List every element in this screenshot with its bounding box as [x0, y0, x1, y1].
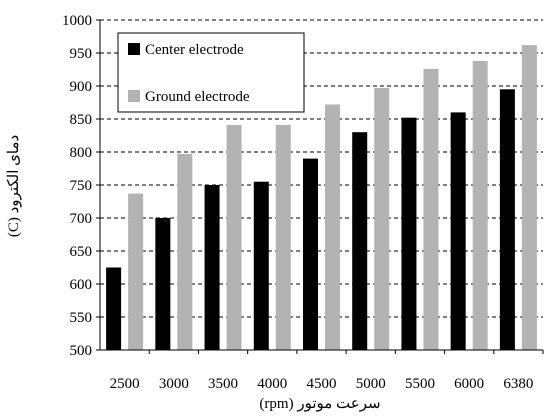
x-tick-label: 5000 [356, 376, 386, 392]
x-tick-label: 2500 [110, 376, 140, 392]
y-tick-label: 950 [70, 46, 93, 62]
bar-center-electrode [155, 218, 171, 350]
legend-box [117, 32, 305, 113]
x-tick-label: 5500 [405, 376, 435, 392]
bars [106, 45, 537, 351]
bar-ground-electrode [226, 124, 242, 350]
bar-center-electrode [450, 112, 466, 351]
x-tick-label: 4000 [257, 376, 287, 392]
legend-label-ground-electrode: Ground electrode [145, 89, 250, 105]
y-tick-label: 900 [70, 79, 93, 95]
y-axis-title: دمای الکترود (C) [6, 135, 22, 237]
bar-ground-electrode [325, 104, 340, 350]
y-tick-label: 1000 [62, 13, 92, 29]
bar-center-electrode [204, 185, 220, 350]
x-tick-label: 6380 [503, 376, 533, 392]
y-tick-label: 850 [70, 112, 93, 128]
bar-center-electrode [253, 181, 269, 350]
legend-label-center-electrode: Center electrode [145, 42, 244, 58]
bar-ground-electrode [275, 124, 291, 350]
y-tick-labels: 500 550 600 650 700 750 800 850 900 950 1000 [62, 13, 100, 359]
legend-swatch-ground-electrode [128, 90, 140, 102]
x-axis-title: سرعت موتور (rpm) [259, 396, 380, 412]
y-tick-label: 500 [70, 343, 93, 359]
bar-center-electrode [401, 117, 417, 351]
bar-ground-electrode [472, 60, 488, 351]
y-tick-label: 700 [70, 211, 93, 227]
bar-center-electrode [303, 158, 318, 350]
x-tick-labels: 2500 3000 3500 4000 4500 5000 5500 6000 6380 [110, 350, 544, 392]
x-tick-label: 3000 [159, 376, 189, 392]
x-tick-label: 3500 [208, 376, 238, 392]
y-tick-label: 800 [70, 145, 93, 161]
bar-ground-electrode [177, 153, 193, 350]
y-tick-label: 650 [70, 244, 93, 260]
y-tick-label: 550 [70, 310, 93, 326]
bar-ground-electrode [128, 193, 144, 350]
bar-ground-electrode [423, 68, 439, 350]
bar-ground-electrode [374, 87, 390, 350]
legend-swatch-center-electrode [128, 43, 140, 55]
legend: Center electrode Ground electrode [117, 32, 305, 113]
x-tick-label: 6000 [454, 376, 484, 392]
y-tick-label: 750 [70, 178, 93, 194]
bar-center-electrode [352, 132, 368, 350]
bar-ground-electrode [521, 45, 537, 351]
x-tick-label: 4500 [307, 376, 337, 392]
y-tick-label: 600 [70, 277, 93, 293]
bar-center-electrode [499, 89, 515, 351]
bar-center-electrode [106, 267, 122, 350]
